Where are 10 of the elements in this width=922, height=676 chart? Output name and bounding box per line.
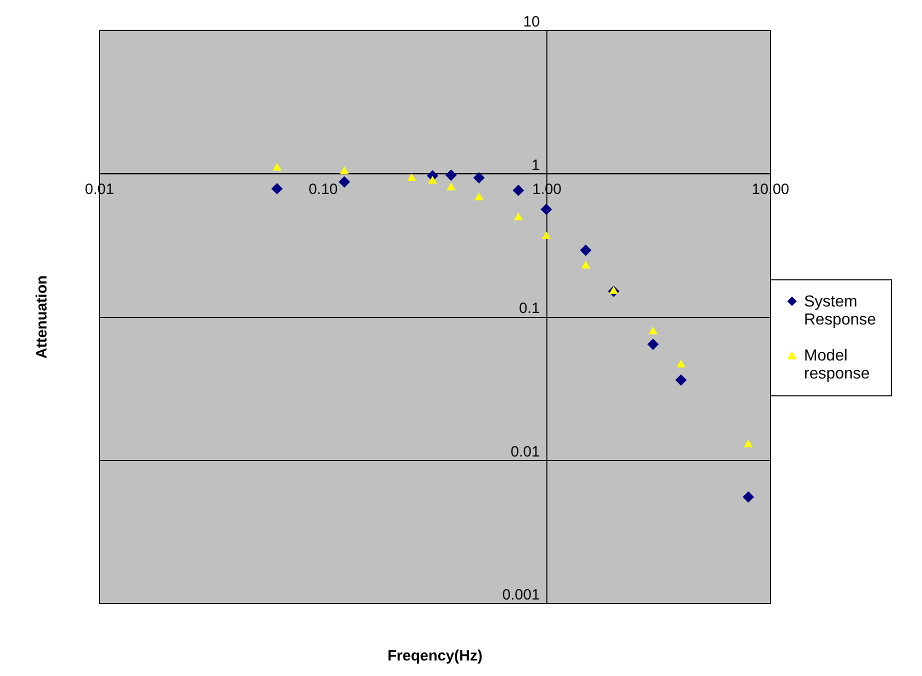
y-axis-title: Attenuation [34, 275, 50, 359]
y-tick-label: 0.1 [518, 300, 540, 317]
y-tick-label: 0.001 [502, 586, 540, 604]
y-tick-label: 10 [523, 14, 540, 30]
legend-label: System Response [804, 293, 876, 328]
legend-label: Model response [804, 347, 870, 382]
y-tick-label: 0.01 [510, 443, 540, 460]
x-axis-title: Freqency(Hz) [387, 648, 483, 664]
x-tick-label: 0.10 [308, 180, 338, 198]
y-tick-label: 1 [531, 156, 540, 174]
